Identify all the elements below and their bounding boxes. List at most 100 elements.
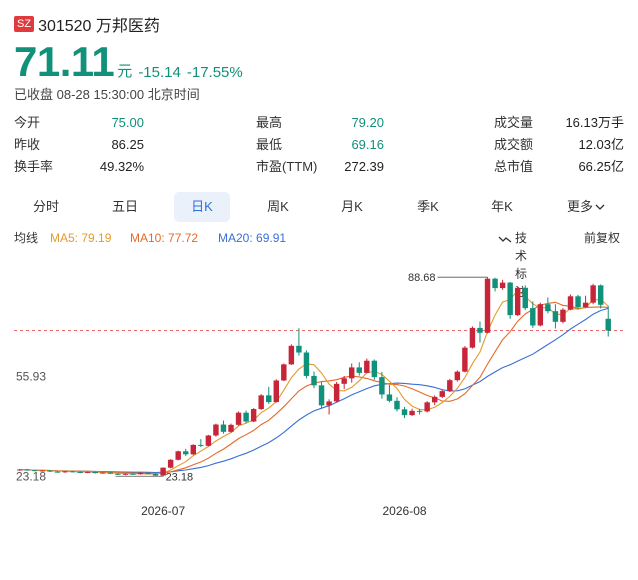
candle-body [582, 302, 589, 308]
tab-more-label: 更多 [566, 199, 593, 214]
candle-body [220, 424, 227, 432]
metric-pe: 市盈(TTM) 272.39 [256, 156, 384, 178]
metric-low: 最低 69.16 [256, 134, 384, 156]
metric-label: 昨收 [14, 137, 41, 152]
price-unit: 元 [117, 63, 133, 80]
ma5-value: MA5: 79.19 [50, 231, 112, 245]
metric-label: 今开 [14, 115, 41, 130]
candle-body [183, 451, 189, 455]
metric-value: 12.03亿 [578, 137, 624, 152]
metric-high: 最高 79.20 [256, 112, 384, 134]
candle-body [545, 304, 551, 312]
period-tabs: 分时 五日 日K 周K 月K 季K 年K 更多 [0, 192, 638, 222]
candle-body [175, 451, 181, 460]
candle-body [590, 285, 596, 303]
tab-weekly-k[interactable]: 周K [267, 199, 289, 214]
tab-quarterly-k[interactable]: 季K [417, 199, 439, 214]
y-tick-label: 23.18 [16, 469, 46, 483]
candle-body [311, 375, 317, 386]
x-tick-label: 2026-08 [383, 504, 427, 518]
candle-body [47, 470, 53, 472]
trend-icon [498, 236, 512, 243]
candle-body [54, 471, 61, 473]
candle-body [273, 380, 279, 403]
y-tick-label: 55.93 [16, 370, 46, 384]
candle-body [62, 471, 68, 473]
kline-chart[interactable]: 55.93 23.18 2026-07 2026-08 88.68 23.18 [0, 250, 638, 530]
candle-body [228, 424, 234, 432]
indicator-label: 均线 [14, 231, 39, 245]
metric-value: 75.00 [111, 115, 144, 130]
price-change: -15.14 [138, 64, 181, 81]
candle-body [69, 471, 76, 473]
min-marker-label: 23.18 [166, 471, 194, 483]
max-marker-label: 88.68 [408, 272, 436, 284]
candle-body [439, 391, 445, 397]
candle-body [341, 378, 347, 384]
candle-body [152, 474, 159, 476]
candle-body [39, 470, 46, 472]
candle-body [281, 364, 287, 381]
candle-body [349, 367, 355, 379]
candle-body [296, 345, 302, 353]
price-change-pct: -17.55% [186, 64, 243, 81]
candles [17, 277, 611, 477]
candle-body [424, 402, 430, 412]
candle-body [167, 459, 174, 468]
metric-prev-close: 昨收 86.25 [14, 134, 144, 156]
metric-label: 最高 [256, 115, 283, 130]
metric-label: 最低 [256, 137, 283, 152]
metric-turnover: 换手率 49.32% [14, 156, 144, 178]
tab-five-day[interactable]: 五日 [111, 199, 138, 214]
candle-body [115, 473, 121, 475]
tab-intraday[interactable]: 分时 [32, 199, 59, 214]
metric-label: 市盈(TTM) [256, 159, 318, 174]
tab-daily-k[interactable]: 日K [174, 192, 230, 222]
candle-body [235, 412, 242, 425]
tab-yearly-k[interactable]: 年K [491, 199, 513, 214]
tech-annotation-button[interactable]: 技术标注 [498, 229, 527, 299]
metric-value: 79.20 [351, 115, 384, 130]
metric-market-cap: 总市值 66.25亿 [494, 156, 624, 178]
candle-body [462, 347, 468, 372]
metric-value: 49.32% [99, 159, 144, 174]
candle-body [333, 383, 340, 402]
candle-body [371, 360, 378, 378]
metric-label: 总市值 [494, 159, 534, 174]
metric-label: 成交额 [494, 137, 534, 152]
metric-value: 86.25 [111, 137, 144, 152]
candle-body [567, 296, 574, 310]
candle-body [198, 444, 204, 446]
candle-body [17, 469, 23, 471]
x-tick-label: 2026-07 [141, 504, 185, 518]
candle-body [431, 396, 438, 403]
ma10-value: MA10: 77.72 [130, 231, 199, 245]
market-badge: SZ [14, 16, 35, 32]
candle-body [356, 367, 362, 373]
tab-more[interactable]: 更多 [556, 192, 616, 222]
candle-body [394, 400, 400, 410]
candle-body [401, 409, 408, 416]
candle-body [205, 435, 212, 446]
candle-body [499, 282, 506, 289]
candle-body [514, 287, 521, 316]
candle-body [409, 410, 415, 416]
candle-body [190, 444, 197, 455]
candle-body [288, 345, 295, 365]
stock-title: 301520 万邦医药 [38, 18, 160, 35]
ma20-value: MA20: 69.91 [218, 231, 287, 245]
adjust-button[interactable]: 前复权 [584, 231, 621, 245]
candle-body [266, 395, 272, 403]
candle-body [560, 309, 566, 322]
candle-body [100, 472, 106, 474]
metric-value: 69.16 [351, 137, 384, 152]
candle-body [454, 371, 461, 381]
current-price: 71.11 [14, 38, 115, 85]
metric-value: 66.25亿 [578, 159, 624, 174]
candle-body [364, 360, 370, 373]
candle-body [160, 467, 166, 476]
candle-body [107, 472, 114, 474]
tab-monthly-k[interactable]: 月K [341, 199, 363, 214]
candle-body [92, 471, 98, 474]
candle-body [597, 285, 604, 305]
